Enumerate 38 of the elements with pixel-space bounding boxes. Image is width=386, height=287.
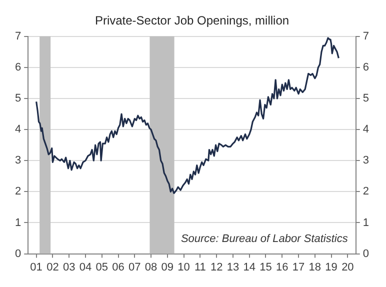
x-tick-label: 01 — [30, 261, 42, 274]
y-tick-label: 5 — [14, 92, 22, 105]
y-tick-label: 0 — [14, 248, 22, 260]
x-tick-label: 02 — [46, 261, 59, 274]
x-tick-label: 13 — [226, 261, 240, 274]
x-tick-label: 04 — [79, 261, 92, 274]
y-tick-label: 1 — [14, 216, 22, 229]
y-tick-label: 3 — [14, 154, 22, 167]
y-tick-label: 4 — [14, 124, 22, 136]
y2-tick-label: 5 — [362, 92, 370, 105]
x-tick-label: 09 — [161, 261, 174, 274]
chart-title: Private-Sector Job Openings, million — [94, 14, 290, 28]
x-tick-label: 18 — [308, 261, 322, 274]
y2-tick-label: 6 — [362, 61, 370, 74]
x-tick-label: 05 — [96, 261, 108, 274]
y-tick-label: 7 — [14, 30, 22, 42]
x-tick-label: 08 — [144, 261, 158, 274]
x-tick-label: 03 — [62, 261, 76, 274]
x-tick-label: 12 — [210, 261, 223, 274]
x-tick-label: 19 — [325, 261, 338, 274]
x-tick-label: 10 — [178, 261, 190, 274]
x-tick-label: 20 — [342, 261, 354, 274]
y-tick-label: 6 — [14, 61, 22, 74]
y2-tick-label: 4 — [362, 124, 370, 136]
y2-tick-label: 0 — [362, 248, 370, 260]
y2-tick-label: 2 — [362, 186, 370, 198]
y2-tick-label: 3 — [362, 154, 370, 167]
x-tick-label: 14 — [243, 261, 256, 274]
annotation: Source: Bureau of Labor Statistics — [180, 232, 348, 245]
x-tick-label: 11 — [194, 261, 206, 274]
y2-tick-label: 7 — [362, 30, 370, 42]
x-tick-label: 16 — [276, 261, 288, 274]
x-tick-label: 07 — [128, 261, 141, 274]
x-tick-label: 17 — [292, 261, 305, 274]
y2-tick-label: 1 — [362, 216, 370, 229]
x-tick-label: 06 — [112, 261, 124, 274]
y-tick-label: 2 — [14, 186, 22, 198]
x-tick-label: 15 — [260, 261, 272, 274]
